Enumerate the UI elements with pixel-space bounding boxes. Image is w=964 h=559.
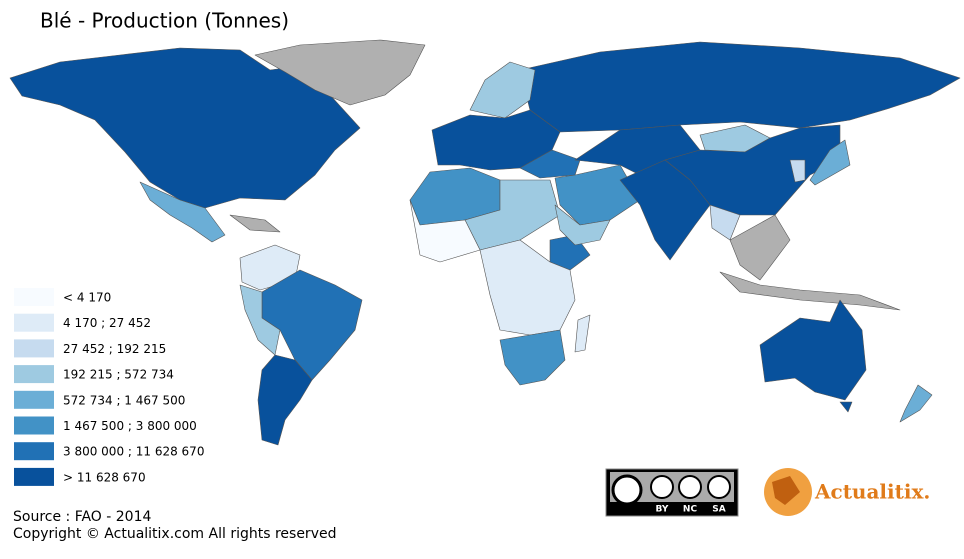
legend-swatch — [14, 442, 54, 461]
legend-swatch — [14, 416, 54, 435]
southern-africa — [499, 329, 566, 386]
by-icon — [650, 475, 674, 499]
legend-label: 27 452 ; 192 215 — [63, 342, 166, 356]
southeast-asia — [729, 214, 791, 281]
caribbean — [229, 214, 281, 233]
arabia — [554, 204, 611, 246]
korea — [789, 159, 806, 183]
tasmania — [839, 401, 853, 413]
new-zealand — [899, 384, 933, 423]
cc-icon — [611, 474, 643, 506]
legend-label: < 4 170 — [63, 291, 111, 305]
japan — [809, 139, 851, 186]
license-badge: BY NC SA — [605, 468, 739, 517]
andes — [239, 284, 281, 356]
legend-swatch — [14, 365, 54, 384]
brand-globe-land — [772, 476, 800, 505]
copyright: Copyright © Actualitix.com All rights re… — [13, 526, 336, 542]
legend-swatch — [14, 467, 54, 486]
source: Source : FAO - 2014 — [13, 509, 151, 525]
license-label: NC — [683, 505, 698, 515]
india — [619, 159, 711, 261]
brand-logo: Actualitix. — [764, 468, 930, 516]
australia — [759, 299, 867, 401]
madagascar — [574, 314, 591, 353]
legend-label: 3 800 000 ; 11 628 670 — [63, 445, 204, 459]
north-america — [9, 47, 361, 209]
legend-label: 4 170 ; 27 452 — [63, 316, 151, 330]
title: Blé - Production (Tonnes) — [40, 9, 289, 33]
legend-label: > 11 628 670 — [63, 470, 146, 484]
middle-east — [554, 164, 641, 226]
argentina — [257, 354, 313, 446]
central-africa — [479, 239, 576, 336]
legend-swatch — [14, 339, 54, 358]
world-map — [9, 39, 961, 446]
legend: < 4 170 4 170 ; 27 452 27 452 ; 192 215 192… — [14, 288, 204, 486]
mexico — [139, 181, 226, 243]
scandinavia — [469, 61, 536, 119]
license-label: SA — [712, 505, 725, 515]
sa-icon — [707, 475, 731, 499]
legend-label: 1 467 500 ; 3 800 000 — [63, 419, 197, 433]
legend-swatch — [14, 313, 54, 332]
legend-swatch — [14, 288, 54, 306]
nc-icon — [678, 475, 702, 499]
legend-label: 572 734 ; 1 467 500 — [63, 393, 185, 407]
license-labels: BY NC SA — [656, 505, 726, 515]
turkey-caucasus — [519, 149, 581, 179]
legend-swatch — [14, 390, 54, 409]
legend-label: 192 215 ; 572 734 — [63, 368, 174, 382]
greenland — [254, 39, 426, 106]
indonesia — [719, 271, 901, 311]
brand-name: Actualitix. — [814, 480, 930, 504]
license-label: BY — [656, 505, 669, 515]
russia — [519, 41, 961, 133]
